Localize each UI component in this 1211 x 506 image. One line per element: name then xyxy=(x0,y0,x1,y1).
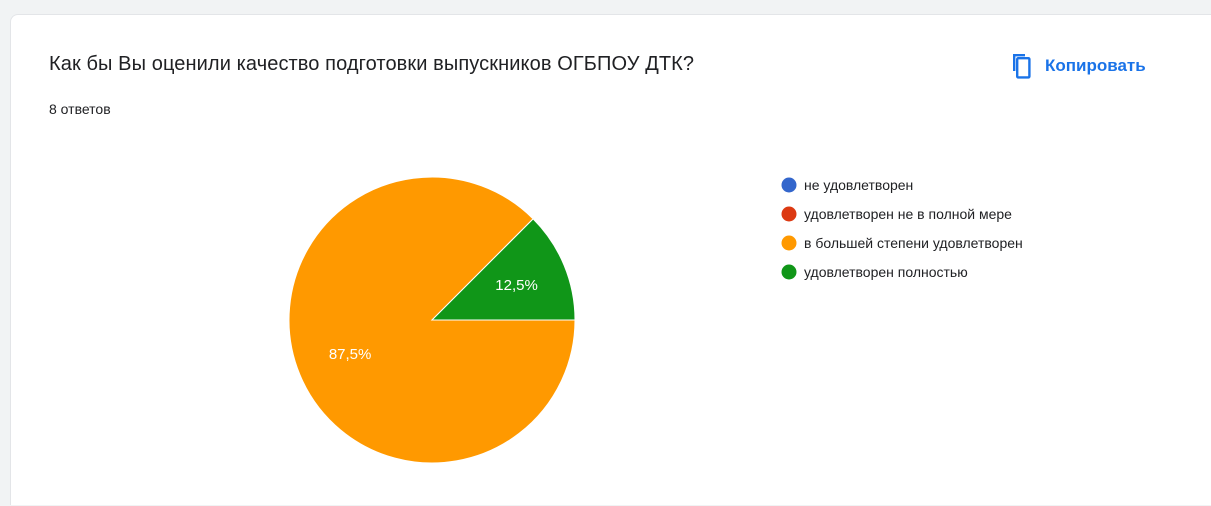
slice-percent-label-2: 87,5% xyxy=(329,346,372,363)
copy-button[interactable]: Копировать xyxy=(1009,51,1146,81)
legend-marker-1 xyxy=(781,206,797,222)
legend-marker-3 xyxy=(781,264,797,280)
legend-marker-0 xyxy=(781,177,797,193)
legend-marker-2 xyxy=(781,235,797,251)
question-title: Как бы Вы оценили качество подготовки вы… xyxy=(49,53,695,75)
pie-slice-3[interactable] xyxy=(430,218,576,321)
pie-chart: 87,5% 12,5% не удовлетворен удовлетворен не… xyxy=(288,176,1023,464)
legend-label-0: не удовлетворен xyxy=(804,177,913,193)
legend-label-1: удовлетворен не в полной мере xyxy=(804,206,1012,222)
copy-label: Копировать xyxy=(1045,56,1146,75)
response-count: 8 ответов xyxy=(49,101,111,117)
slice-percent-label-3: 12,5% xyxy=(495,277,538,294)
copy-icon xyxy=(1009,53,1031,79)
legend-label-3: удовлетворен полностью xyxy=(804,264,968,280)
legend-label-2: в большей степени удовлетворен xyxy=(804,235,1023,251)
question-card: Как бы Вы оценили качество подготовки вы… xyxy=(10,14,1211,505)
